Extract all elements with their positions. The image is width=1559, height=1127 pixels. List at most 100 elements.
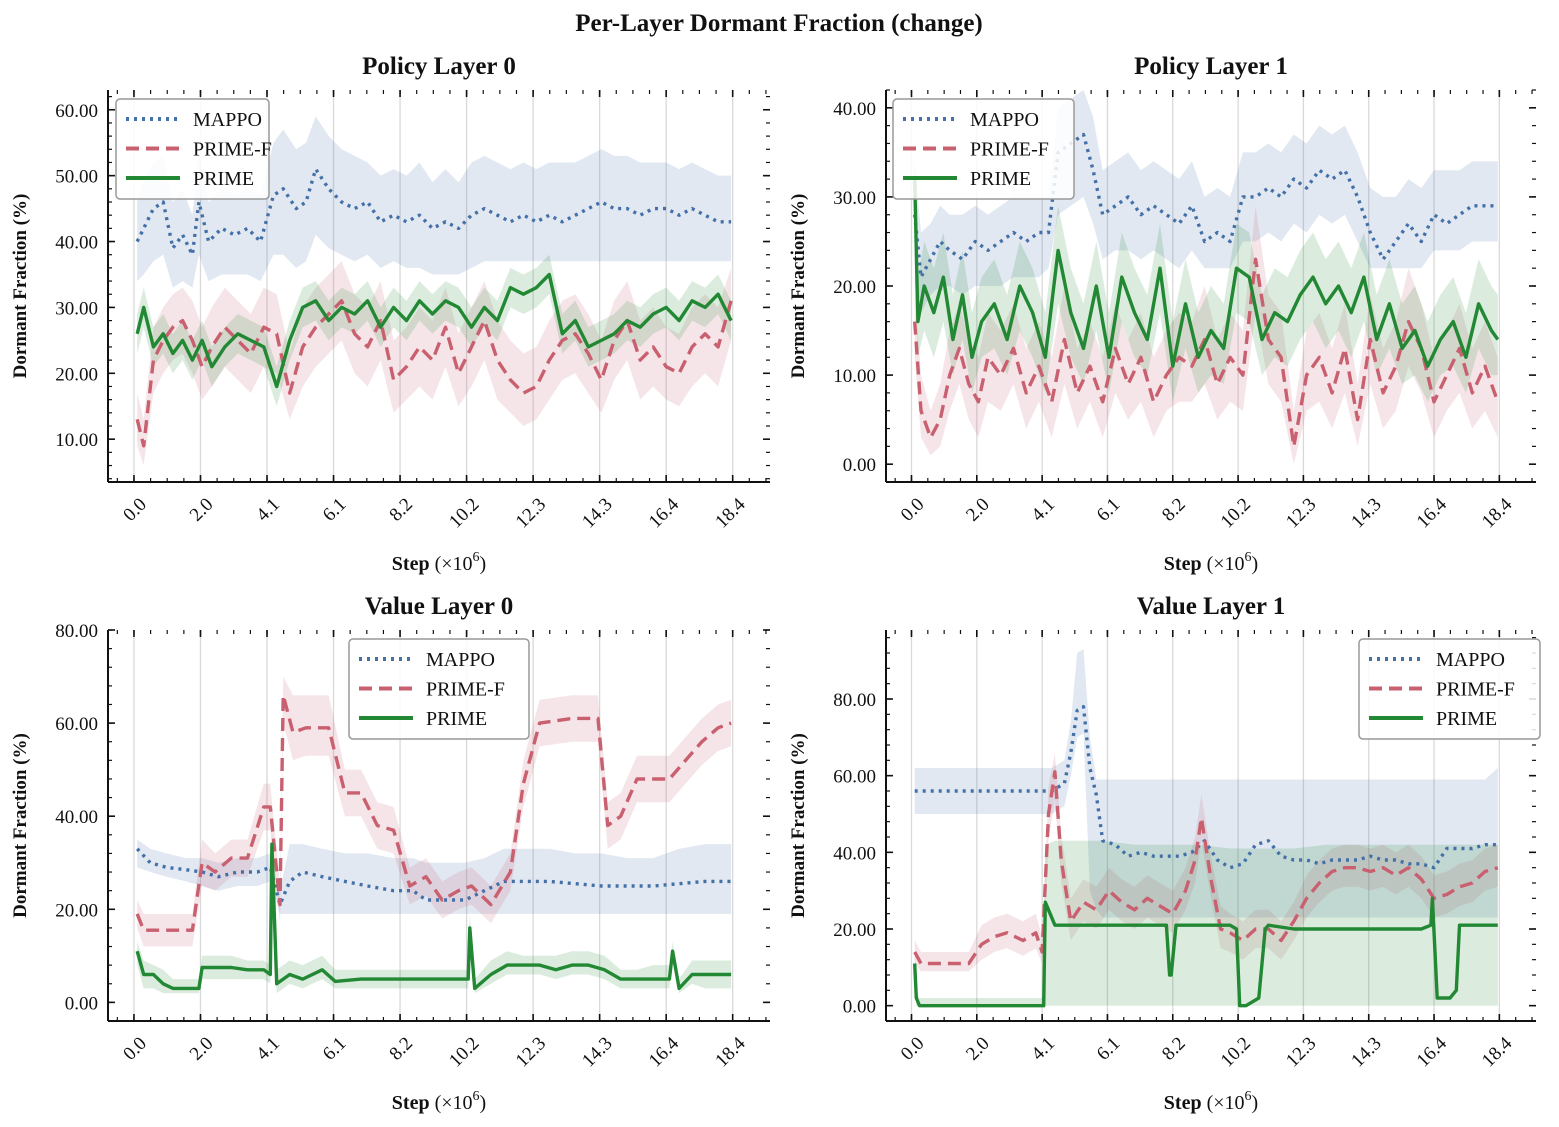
- x-axis-label: Step (×106): [1164, 1089, 1258, 1114]
- subplot-value1: Value Layer 1 0.00 20.00 40.00 60.00 80.00 0.0…: [788, 593, 1541, 1114]
- y-tick-label: 0.00: [65, 993, 98, 1014]
- x-tick-label: 14.3: [578, 494, 616, 532]
- band-mappo: [914, 649, 1498, 918]
- legend-box: [348, 638, 530, 740]
- y-tick-label: 20.00: [833, 920, 876, 941]
- y-tick-label: 50.00: [55, 167, 98, 188]
- x-tick-label: 10.2: [445, 1033, 483, 1071]
- x-axis-label: Step (×106): [1164, 550, 1258, 575]
- y-tick-label: 30.00: [55, 298, 98, 319]
- series-line-mappo: [914, 705, 1498, 870]
- x-axis-label: Step (×106): [392, 1089, 486, 1114]
- x-tick-label: 10.2: [1217, 494, 1255, 532]
- legend: MAPPO PRIME-F PRIME: [115, 98, 272, 200]
- legend-label-prime-f: PRIME-F: [193, 139, 272, 161]
- y-tick-label: 20.00: [55, 364, 98, 385]
- legend-box: [1358, 638, 1541, 740]
- series-line-mappo: [135, 167, 732, 257]
- series-line-mappo: [135, 847, 732, 907]
- x-tick-label: 6.1: [319, 1033, 351, 1065]
- legend-label-prime-f: PRIME-F: [970, 139, 1049, 161]
- subplot-policy0: Policy Layer 0 10.00 20.00 30.00 40.00 50.00 6…: [10, 53, 770, 575]
- y-tick-label: 40.00: [833, 99, 876, 120]
- y-tick-label: 10.00: [833, 366, 876, 387]
- y-tick-label: 40.00: [833, 843, 876, 864]
- x-tick-label: 18.4: [711, 1033, 750, 1072]
- x-tick-label: 14.3: [578, 1033, 616, 1071]
- y-axis-label: Dormant Fraction (%): [10, 194, 31, 379]
- x-tick-label: 2.0: [186, 1033, 218, 1065]
- x-tick-label: 8.2: [385, 1033, 417, 1065]
- x-tick-label: 12.3: [512, 494, 550, 532]
- x-tick-label: 12.3: [512, 1033, 550, 1071]
- series-line-prime: [135, 272, 733, 389]
- y-tick-label: 30.00: [833, 188, 876, 209]
- x-tick-label: 14.3: [1347, 494, 1385, 532]
- series-line-prime-f: [913, 770, 1499, 966]
- x-tick-label: 10.2: [1217, 1033, 1255, 1071]
- y-tick-label: 80.00: [833, 690, 876, 711]
- y-tick-label: 40.00: [55, 233, 98, 254]
- x-tick-label: 16.4: [1413, 494, 1452, 533]
- legend-label-prime-f: PRIME-F: [426, 679, 505, 701]
- legend-box: [892, 98, 1075, 200]
- series-line-prime: [913, 179, 1500, 368]
- subplot-policy1: Policy Layer 1 0.00 10.00 20.00 30.00 40.00 0.…: [788, 53, 1536, 575]
- band-prime-f: [914, 205, 1498, 465]
- figure-suptitle: Per-Layer Dormant Fraction (change): [575, 10, 983, 37]
- band-prime-f: [137, 261, 732, 466]
- legend-label-prime: PRIME: [1436, 708, 1497, 730]
- y-tick-label: 20.00: [833, 277, 876, 298]
- x-tick-label: 14.3: [1347, 1033, 1385, 1071]
- x-tick-label: 6.1: [319, 494, 351, 526]
- x-tick-label: 6.1: [1093, 1033, 1125, 1065]
- y-tick-label: 20.00: [55, 900, 98, 921]
- x-tick-label: 6.1: [1093, 494, 1125, 526]
- series-line-prime: [913, 896, 1498, 1008]
- band-prime: [914, 840, 1498, 1006]
- y-tick-label: 60.00: [833, 767, 876, 788]
- legend: MAPPO PRIME-F PRIME: [892, 98, 1075, 200]
- y-tick-label: 10.00: [55, 430, 98, 451]
- x-tick-label: 12.3: [1282, 1033, 1320, 1071]
- x-tick-label: 18.4: [1478, 494, 1517, 533]
- series-line-mappo: [913, 132, 1498, 279]
- plot-area: [913, 649, 1499, 1008]
- band-mappo: [137, 839, 732, 914]
- subplot-grid: Policy Layer 0 10.00 20.00 30.00 40.00 50.00 6…: [10, 53, 1541, 1114]
- band-prime-f: [137, 676, 732, 947]
- y-tick-label: 60.00: [55, 101, 98, 122]
- x-tick-label: 16.4: [645, 494, 684, 533]
- series-line-prime: [135, 842, 732, 991]
- x-tick-label: 8.2: [385, 494, 417, 526]
- legend-label-prime: PRIME: [970, 168, 1031, 190]
- y-axis-label: Dormant Fraction (%): [788, 194, 809, 379]
- series-line-prime-f: [913, 257, 1500, 449]
- y-tick-label: 40.00: [55, 807, 98, 828]
- y-tick-label: 0.00: [843, 455, 876, 476]
- x-tick-label: 4.1: [1027, 1033, 1059, 1065]
- legend-box: [115, 98, 270, 200]
- band-prime: [914, 134, 1498, 402]
- x-tick-label: 8.2: [1158, 1033, 1190, 1065]
- legend-label-prime: PRIME: [426, 708, 487, 730]
- x-tick-label: 16.4: [1413, 1033, 1452, 1072]
- x-axis-label: Step (×106): [392, 550, 486, 575]
- subplot-title: Policy Layer 0: [362, 53, 516, 80]
- x-tick-label: 0.0: [119, 1033, 151, 1065]
- subplot-title: Value Layer 0: [365, 593, 514, 620]
- y-tick-label: 80.00: [55, 621, 98, 642]
- x-tick-label: 18.4: [1478, 1033, 1517, 1072]
- x-tick-label: 2.0: [962, 494, 994, 526]
- x-tick-label: 4.1: [252, 1033, 284, 1065]
- y-axis-label: Dormant Fraction (%): [10, 733, 31, 918]
- x-tick-label: 0.0: [119, 494, 151, 526]
- legend: MAPPO PRIME-F PRIME: [1358, 638, 1541, 740]
- legend-label-mappo: MAPPO: [970, 109, 1039, 131]
- x-tick-label: 0.0: [897, 494, 929, 526]
- x-tick-label: 4.1: [1027, 494, 1059, 526]
- y-axis-label: Dormant Fraction (%): [788, 733, 809, 918]
- x-tick-label: 0.0: [897, 1033, 929, 1065]
- x-tick-label: 2.0: [186, 494, 218, 526]
